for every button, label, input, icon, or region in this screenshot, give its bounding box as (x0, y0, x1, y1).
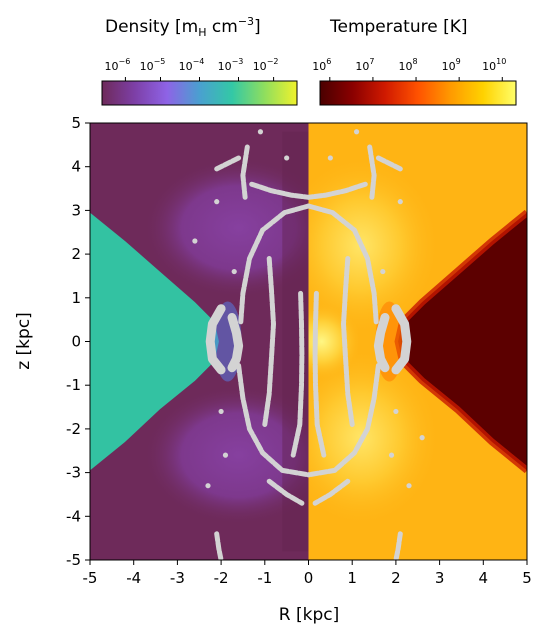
density-title-mid: cm (207, 17, 238, 37)
x-axis: -5 -4 -3 -2 -1 0 1 2 3 4 5 (83, 560, 532, 587)
x-tick-label: 5 (522, 569, 532, 587)
tracer-dot (419, 435, 425, 441)
tracer-right-top-dash (375, 155, 403, 172)
tracer-left-mid-filament (262, 256, 276, 427)
y-tick-label: -3 (66, 464, 81, 482)
colorbar-tick-label: 10−4 (179, 57, 205, 73)
temperature-disk (398, 212, 527, 471)
y-tick-label: -2 (66, 420, 81, 438)
x-tick-label: -2 (214, 569, 229, 587)
y-axis: -5 -4 -3 -2 -1 0 1 2 3 4 5 (66, 114, 90, 569)
temperature-colorbar-bar (319, 80, 517, 106)
temperature-colorbar-ticks: 106 107 108 109 1010 (312, 57, 506, 81)
tracer-dot (353, 129, 360, 135)
tracer-cavity-right-right (391, 304, 412, 375)
temperature-upper-hot (308, 155, 441, 336)
temperature-panel (308, 123, 527, 560)
tracer-left-outer-upper (238, 203, 311, 325)
tracer-cavity-left-right (227, 313, 244, 373)
x-tick-label: 2 (391, 569, 401, 587)
y-tick-label: 3 (71, 201, 81, 219)
tracer-particles (192, 129, 425, 560)
y-tick-label: -1 (66, 376, 81, 394)
tracer-dot (284, 155, 290, 161)
density-title-sup: −3 (238, 15, 254, 28)
tracer-dot (397, 199, 403, 205)
tracer-dot (388, 452, 395, 458)
colorbar-tick-label: 1010 (482, 57, 506, 73)
y-tick-label: 1 (71, 289, 81, 307)
colorbar-tick-label: 10−2 (253, 57, 279, 73)
density-colorbar-bar (101, 80, 298, 106)
tracer-dot (218, 408, 224, 415)
x-tick-label: 4 (479, 569, 489, 587)
tracer-right-outer-lower (306, 363, 381, 478)
colorbar-tick-label: 107 (355, 57, 374, 73)
tracer-left-upper-streak (240, 144, 250, 200)
x-tick-label: 1 (347, 569, 357, 587)
x-tick-label: 0 (304, 569, 314, 587)
tracer-left-top-arc (249, 181, 311, 200)
tracer-right-outer-upper (306, 203, 379, 325)
x-tick-label: -3 (170, 569, 185, 587)
tracer-dot (380, 268, 386, 275)
tracer-left-bottom-arc (266, 478, 305, 506)
tracer-dot (192, 238, 198, 244)
y-tick-label: -5 (66, 551, 81, 569)
tracer-dot (406, 483, 412, 489)
colorbar-tick-label: 106 (312, 57, 331, 73)
tracer-right-inner-column (312, 290, 327, 458)
tracer-left-inner-column (290, 290, 305, 458)
temperature-colorbar: Temperature [K] 106 107 108 109 1010 (312, 17, 517, 106)
tracer-right-low-streak (393, 531, 403, 560)
y-tick-label: -4 (66, 507, 81, 525)
x-tick-label: -5 (83, 569, 98, 587)
plot-area (89, 122, 528, 561)
temperature-lower-hot (308, 347, 441, 528)
tracer-dot (231, 268, 237, 275)
tracer-right-bottom-arc (312, 478, 351, 506)
colorbar-tick-label: 10−6 (105, 57, 131, 73)
y-tick-label: 5 (71, 114, 81, 132)
colorbar-tick-label: 10−5 (140, 57, 166, 73)
tracer-dot (327, 155, 333, 161)
x-tick-label: -4 (126, 569, 141, 587)
y-tick-label: 2 (71, 245, 81, 263)
tracer-dot (257, 129, 264, 135)
y-tick-label: 0 (71, 333, 81, 351)
tracer-dot (393, 408, 399, 415)
temperature-core-hot (308, 301, 362, 382)
y-tick-label: 4 (71, 158, 81, 176)
temperature-colorbar-title: Temperature [K] (329, 17, 468, 37)
x-tick-label: 3 (435, 569, 445, 587)
tracer-dot (214, 199, 220, 205)
tracer-right-mid-filament (341, 256, 355, 427)
colorbar-tick-label: 109 (442, 57, 461, 73)
tracer-left-top-dash (214, 155, 242, 172)
tracer-cavity-right-left (373, 313, 390, 373)
tracer-cavity-left-left (205, 304, 226, 375)
tracer-right-top-arc (306, 181, 368, 200)
y-axis-label: z [kpc] (14, 312, 34, 370)
density-title-main: Density [m (105, 17, 198, 37)
x-axis-label: R [kpc] (279, 605, 339, 625)
density-colorbar-title: Density [mH cm−3] (105, 15, 261, 39)
density-title-sub: H (198, 26, 206, 39)
density-colorbar: Density [mH cm−3] 10−6 10−5 10−4 10−3 10−2 (101, 15, 298, 106)
density-disk (90, 212, 219, 471)
tracer-dot (205, 483, 211, 489)
colorbar-tick-label: 10−3 (218, 57, 244, 73)
x-tick-label: -1 (257, 569, 272, 587)
tracer-right-upper-streak (367, 144, 377, 200)
tracer-left-low-streak (214, 531, 224, 560)
density-colorbar-ticks: 10−6 10−5 10−4 10−3 10−2 (105, 57, 279, 81)
density-title-end: ] (254, 17, 261, 37)
tracer-left-outer-lower (236, 363, 311, 478)
tracer-dot (222, 452, 229, 458)
colorbar-tick-label: 108 (398, 57, 417, 73)
